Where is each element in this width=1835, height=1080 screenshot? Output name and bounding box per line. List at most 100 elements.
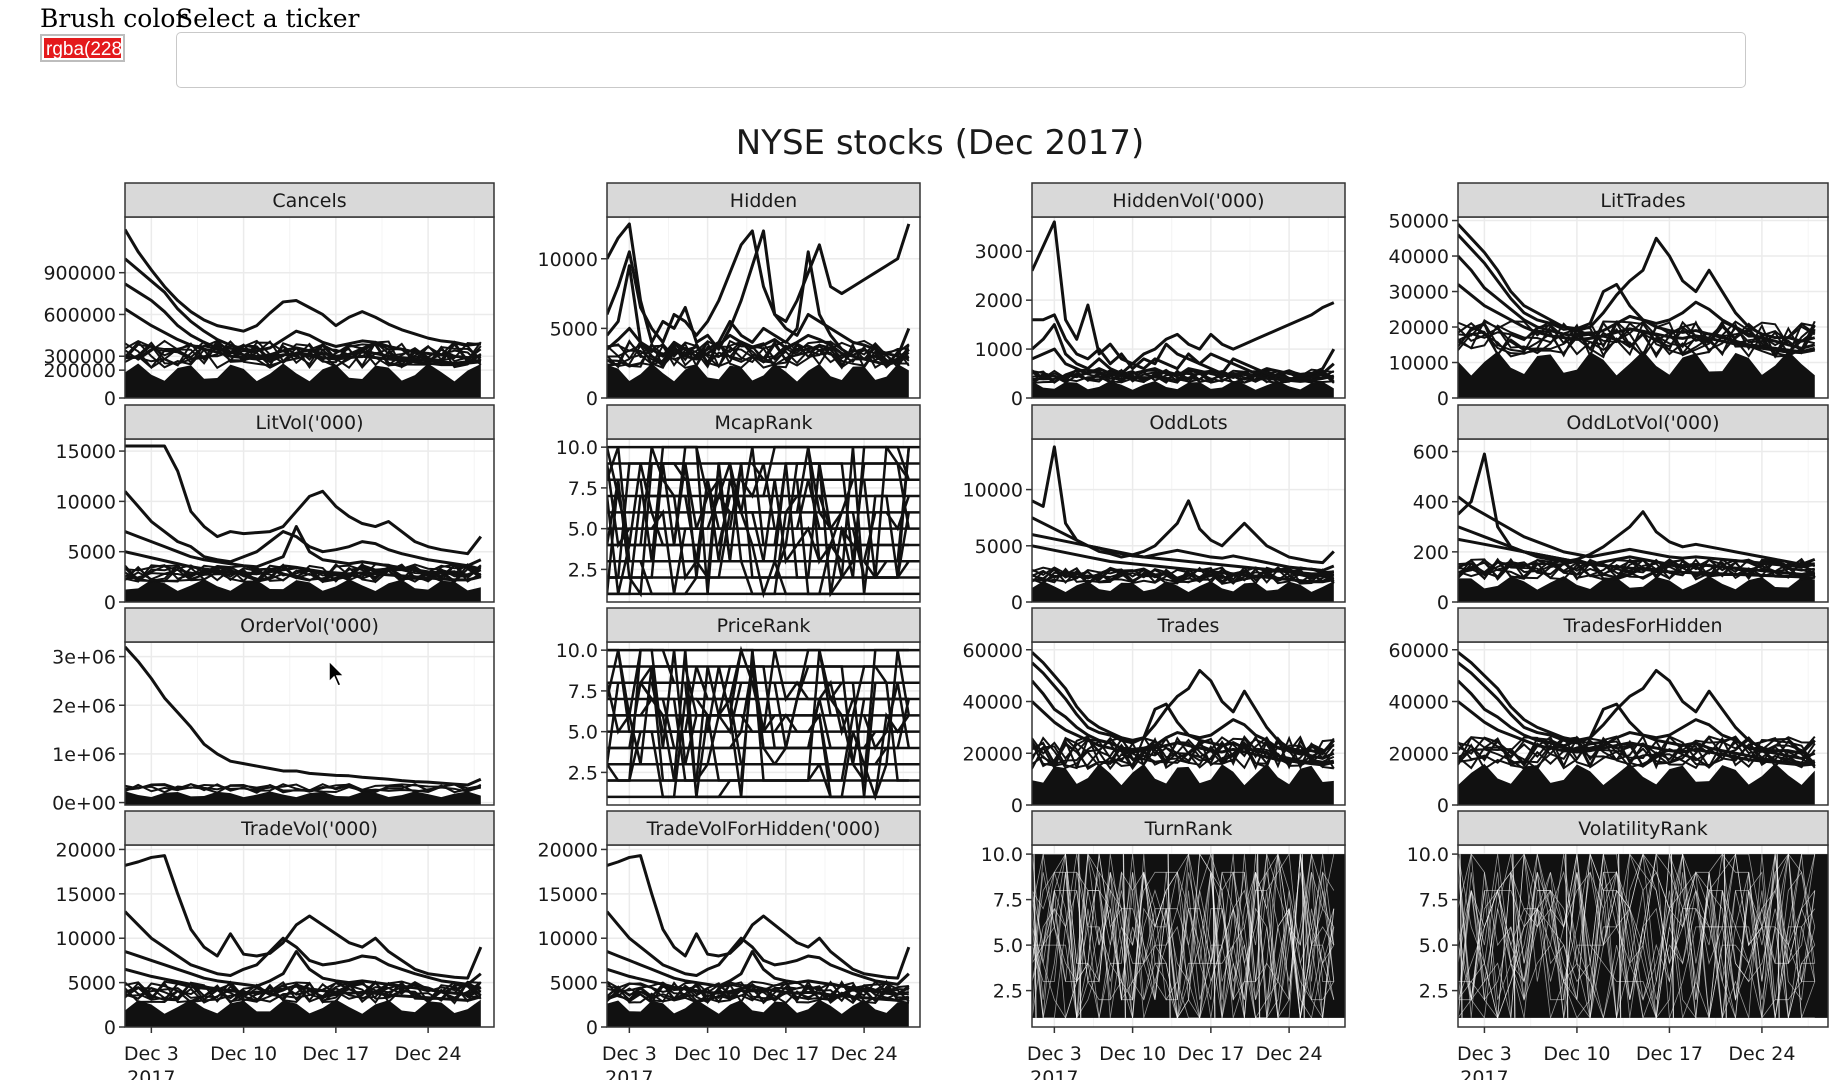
ticker-select-label: Select a ticker bbox=[176, 4, 360, 33]
series-line bbox=[607, 222, 911, 351]
y-tick-label: 5000 bbox=[550, 973, 598, 995]
y-tick-label: 0 bbox=[1011, 388, 1023, 410]
series-line bbox=[1122, 854, 1127, 1018]
y-tick-label: 40000 bbox=[1389, 246, 1449, 268]
series-line bbox=[1670, 854, 1675, 1018]
facet-label: OddLotVol('000) bbox=[1566, 412, 1719, 434]
y-tick-label: 20000 bbox=[538, 839, 598, 861]
panel-tradesforhidden[interactable]: TradesForHidden 0 20000 40000 60000 bbox=[1389, 607, 1829, 817]
facet-label: TradeVolForHidden('000) bbox=[646, 818, 881, 840]
series-line bbox=[1458, 700, 1816, 767]
series-line bbox=[1723, 854, 1727, 1018]
series-line bbox=[125, 783, 482, 794]
series-line bbox=[1032, 313, 1336, 378]
y-tick-label: 200 bbox=[1413, 542, 1449, 564]
y-tick-label: 10.0 bbox=[556, 640, 598, 662]
y-tick-label: 7.5 bbox=[1419, 890, 1449, 912]
panel-trades[interactable]: Trades 0 20000 40000 60000 bbox=[963, 607, 1346, 817]
facet-label: Cancels bbox=[272, 190, 346, 212]
y-tick-label: 5000 bbox=[975, 536, 1023, 558]
y-tick-label: 5000 bbox=[68, 973, 116, 995]
x-tick-label: Dec 3 2017 bbox=[124, 1043, 179, 1080]
chart-title: NYSE stocks (Dec 2017) bbox=[736, 123, 1144, 163]
series-line bbox=[125, 950, 482, 996]
panel-volatilityrank[interactable]: VolatilityRank 2.5 5.0 7.5 10.0 Dec 3 2017 Dec … bbox=[1407, 810, 1829, 1080]
facet-strip bbox=[124, 182, 495, 218]
series-line bbox=[1458, 320, 1816, 358]
series-line bbox=[1032, 544, 1335, 584]
series-mass bbox=[607, 363, 909, 398]
y-tick-label: 200000 bbox=[43, 360, 116, 382]
panel-hidden[interactable]: Hidden 0 5000 10000 bbox=[538, 182, 921, 410]
ticker-select-input[interactable] bbox=[176, 32, 1746, 88]
series-line bbox=[1032, 323, 1335, 381]
panel-ordervol-000-[interactable]: OrderVol('000) 0e+00 1e+06 2e+06 3e+06 bbox=[52, 607, 495, 815]
facet-strip bbox=[606, 182, 921, 218]
panel-oddlots[interactable]: OddLots 0 5000 10000 bbox=[963, 404, 1346, 614]
facet-label: HiddenVol('000) bbox=[1112, 190, 1264, 212]
series-lines bbox=[1458, 852, 1828, 1020]
y-tick-label: 20000 bbox=[56, 839, 116, 861]
panel-cancels[interactable]: Cancels 0 300000 600000 900000 200000 bbox=[43, 182, 495, 410]
facet-label: OrderVol('000) bbox=[240, 615, 379, 637]
x-tick-label: Dec 17 bbox=[1636, 1043, 1703, 1065]
panel-turnrank[interactable]: TurnRank 2.5 5.0 7.5 10.0 Dec 3 2017 Dec 10 Dec … bbox=[981, 810, 1346, 1080]
y-tick-label: 5.0 bbox=[993, 935, 1023, 957]
y-tick-label: 5.0 bbox=[1419, 935, 1449, 957]
facet-strip bbox=[1031, 182, 1346, 218]
panel-pricerank[interactable]: PriceRank 2.5 5.0 7.5 10.0 bbox=[556, 607, 921, 806]
panel-littrades[interactable]: LitTrades 0 10000 20000 30000 40000 50000 bbox=[1389, 182, 1829, 410]
y-tick-label: 2.5 bbox=[568, 559, 598, 581]
y-tick-label: 0e+00 bbox=[52, 793, 116, 815]
x-tick-label: Dec 17 bbox=[302, 1043, 369, 1065]
x-tick-label: Dec 24 bbox=[831, 1043, 898, 1065]
brush-color-value: rgba(228 bbox=[44, 38, 121, 58]
y-tick-label: 10.0 bbox=[1407, 844, 1449, 866]
facet-strip bbox=[124, 404, 495, 440]
y-tick-label: 10000 bbox=[56, 928, 116, 950]
facet-label: Hidden bbox=[730, 190, 797, 212]
series-lines bbox=[607, 854, 911, 1027]
series-line bbox=[125, 854, 483, 980]
y-tick-label: 60000 bbox=[963, 640, 1023, 662]
series-line bbox=[1032, 516, 1335, 573]
series-line bbox=[607, 950, 910, 996]
facet-strip bbox=[606, 404, 921, 440]
series-line bbox=[125, 228, 481, 347]
series-lines bbox=[125, 228, 482, 398]
panel-hiddenvol-000-[interactable]: HiddenVol('000) 0 1000 2000 3000 bbox=[975, 182, 1346, 410]
facet-strip bbox=[1031, 810, 1346, 846]
series-line bbox=[1078, 854, 1082, 1018]
series-line bbox=[125, 340, 482, 370]
grid bbox=[1032, 217, 1345, 398]
series-line bbox=[1458, 537, 1816, 579]
panel-litvol-000-[interactable]: LitVol('000) 0 5000 10000 15000 bbox=[56, 404, 495, 614]
x-tick-label: Dec 3 2017 bbox=[1027, 1043, 1082, 1080]
series-line bbox=[607, 967, 910, 1002]
panel-tradevolforhidden-000-[interactable]: TradeVolForHidden('000) 0 5000 10000 15000 20… bbox=[538, 810, 921, 1080]
series-line bbox=[125, 550, 482, 582]
series-lines bbox=[607, 445, 920, 599]
series-lines bbox=[607, 645, 920, 801]
series-line bbox=[1032, 852, 1335, 1019]
series-line bbox=[1458, 651, 1816, 755]
series-line bbox=[1212, 854, 1216, 1018]
series-line bbox=[1617, 854, 1622, 1018]
y-tick-label: 0 bbox=[1437, 592, 1449, 614]
series-mass bbox=[1032, 763, 1334, 805]
series-line bbox=[1458, 735, 1816, 769]
series-line bbox=[1776, 854, 1780, 1018]
facet-strip bbox=[606, 810, 921, 846]
y-tick-label: 15000 bbox=[56, 441, 116, 463]
y-tick-label: 2.5 bbox=[568, 762, 598, 784]
facet-label: LitVol('000) bbox=[255, 412, 363, 434]
panel-mcaprank[interactable]: McapRank 2.5 5.0 7.5 10.0 bbox=[556, 404, 921, 603]
brush-color-picker[interactable]: rgba(228 bbox=[40, 34, 125, 62]
panel-oddlotvol-000-[interactable]: OddLotVol('000) 0 200 400 600 bbox=[1413, 404, 1829, 614]
y-tick-label: 10.0 bbox=[981, 844, 1023, 866]
series-line bbox=[125, 645, 482, 787]
series-line bbox=[125, 307, 481, 367]
arrow-cursor-icon bbox=[328, 660, 346, 687]
